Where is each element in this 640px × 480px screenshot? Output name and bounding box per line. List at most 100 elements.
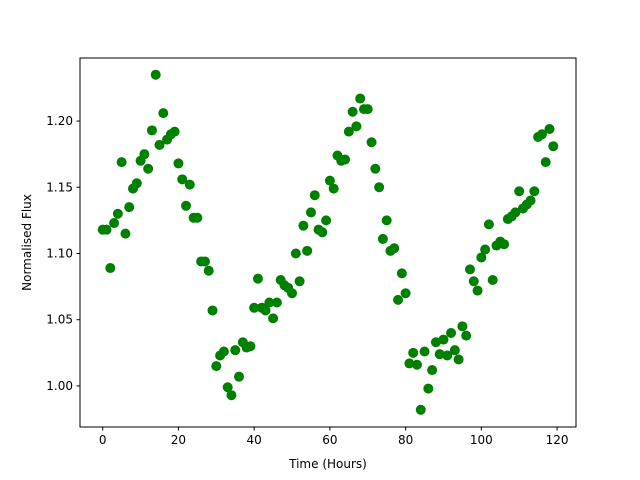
y-tick-label: 1.20 xyxy=(46,114,73,128)
data-point xyxy=(154,139,165,150)
data-point xyxy=(199,256,210,267)
data-point xyxy=(404,358,415,369)
data-point xyxy=(131,178,142,189)
data-point xyxy=(370,163,381,174)
data-point xyxy=(446,327,457,338)
data-point xyxy=(143,163,154,174)
x-tick-label: 40 xyxy=(247,433,262,447)
data-point xyxy=(116,157,127,168)
data-point xyxy=(415,404,426,415)
data-point xyxy=(351,121,362,132)
data-point xyxy=(362,104,373,115)
data-point xyxy=(218,346,229,357)
data-point xyxy=(438,334,449,345)
data-point xyxy=(177,174,188,185)
x-axis-label: Time (Hours) xyxy=(288,457,367,471)
data-point xyxy=(192,212,203,223)
data-point xyxy=(173,158,184,169)
data-point xyxy=(249,302,260,313)
data-point xyxy=(309,190,320,201)
plot-frame xyxy=(79,57,577,428)
data-point xyxy=(343,126,354,137)
x-axis: 0 20 40 60 80 100 120 xyxy=(99,427,569,447)
data-point xyxy=(268,313,279,324)
data-point xyxy=(449,345,460,356)
data-point xyxy=(377,233,388,244)
x-tick-label: 120 xyxy=(546,433,569,447)
data-point xyxy=(366,137,377,148)
x-tick-label: 20 xyxy=(171,433,186,447)
data-point xyxy=(287,288,298,299)
x-tick-label: 60 xyxy=(322,433,337,447)
data-point xyxy=(430,337,441,348)
data-point xyxy=(374,182,385,193)
x-tick-label: 0 xyxy=(99,433,107,447)
data-point xyxy=(480,244,491,255)
data-point xyxy=(514,186,525,197)
data-point xyxy=(271,297,282,308)
data-point xyxy=(540,157,551,168)
data-point xyxy=(328,183,339,194)
data-point xyxy=(499,239,510,250)
data-point xyxy=(340,154,351,165)
data-point xyxy=(305,207,316,218)
y-axis: 1.00 1.05 1.10 1.15 1.20 xyxy=(46,114,80,393)
data-point xyxy=(529,186,540,197)
data-point xyxy=(234,371,245,382)
data-point xyxy=(158,108,169,119)
data-point xyxy=(294,276,305,287)
y-tick-label: 1.15 xyxy=(46,180,73,194)
x-tick-label: 100 xyxy=(470,433,493,447)
data-point xyxy=(461,330,472,341)
data-point xyxy=(146,125,157,136)
data-point xyxy=(544,123,555,134)
data-point xyxy=(169,126,180,137)
data-point xyxy=(419,346,430,357)
data-point xyxy=(222,382,233,393)
data-point xyxy=(536,129,547,140)
data-point xyxy=(245,341,256,352)
data-point xyxy=(252,273,263,284)
data-point xyxy=(105,263,116,274)
data-point xyxy=(487,274,498,285)
data-point xyxy=(393,294,404,305)
data-point xyxy=(120,228,131,239)
data-point xyxy=(181,200,192,211)
data-point xyxy=(298,220,309,231)
y-tick-label: 1.10 xyxy=(46,246,73,260)
data-point xyxy=(396,268,407,279)
data-point xyxy=(453,354,464,365)
data-point xyxy=(203,265,214,276)
data-point xyxy=(468,276,479,287)
data-point xyxy=(347,106,358,117)
data-point xyxy=(389,243,400,254)
data-point xyxy=(264,297,275,308)
data-point xyxy=(381,215,392,226)
data-point xyxy=(112,208,123,219)
data-point xyxy=(290,248,301,259)
data-point xyxy=(472,285,483,296)
data-point xyxy=(321,215,332,226)
data-point xyxy=(355,93,366,104)
x-tick-label: 80 xyxy=(398,433,413,447)
data-point xyxy=(400,288,411,299)
data-point xyxy=(324,175,335,186)
data-point xyxy=(510,207,521,218)
data-point xyxy=(408,347,419,358)
data-point xyxy=(548,141,559,152)
data-point xyxy=(411,359,422,370)
data-point xyxy=(525,195,536,206)
y-tick-label: 1.00 xyxy=(46,379,73,393)
data-points xyxy=(97,69,559,415)
data-point xyxy=(230,345,241,356)
data-point xyxy=(139,149,150,160)
y-tick-label: 1.05 xyxy=(46,313,73,327)
data-point xyxy=(260,305,271,316)
data-point xyxy=(109,218,120,229)
data-point xyxy=(464,264,475,275)
data-point xyxy=(302,245,313,256)
data-point xyxy=(442,350,453,361)
data-point xyxy=(124,202,135,213)
data-point xyxy=(476,252,487,263)
